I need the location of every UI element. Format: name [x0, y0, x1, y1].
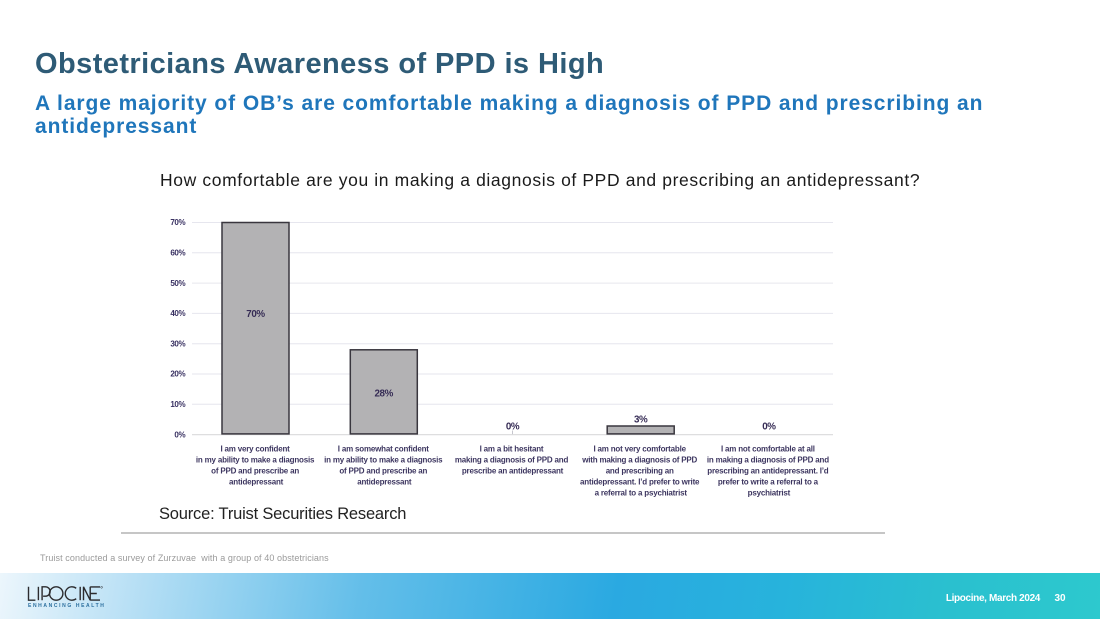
svg-text:70%: 70%: [246, 309, 265, 320]
svg-text:30%: 30%: [170, 339, 185, 348]
svg-text:40%: 40%: [170, 309, 185, 318]
svg-text:I am not comfortable at all: I am not comfortable at all in making a …: [707, 444, 831, 497]
svg-text:28%: 28%: [374, 389, 393, 400]
svg-text:I am somewhat confident: I am somewhat confident in my ability to…: [324, 444, 444, 486]
svg-text:60%: 60%: [170, 249, 185, 258]
svg-text:50%: 50%: [170, 279, 185, 288]
svg-text:10%: 10%: [170, 400, 185, 409]
svg-text:70%: 70%: [170, 218, 185, 227]
svg-text:I am a bit hesitant maki: I am a bit hesitant making a diagnosis o…: [455, 444, 570, 475]
svg-text:3%: 3%: [634, 414, 648, 425]
svg-text:0%: 0%: [174, 430, 185, 439]
svg-text:0%: 0%: [506, 422, 520, 433]
svg-text:I am very confident in m: I am very confident in my ability to mak…: [196, 444, 316, 486]
svg-text:0%: 0%: [762, 422, 776, 433]
svg-text:I am not very comfortable: I am not very comfortable with making a …: [580, 444, 701, 497]
svg-text:20%: 20%: [170, 370, 185, 379]
